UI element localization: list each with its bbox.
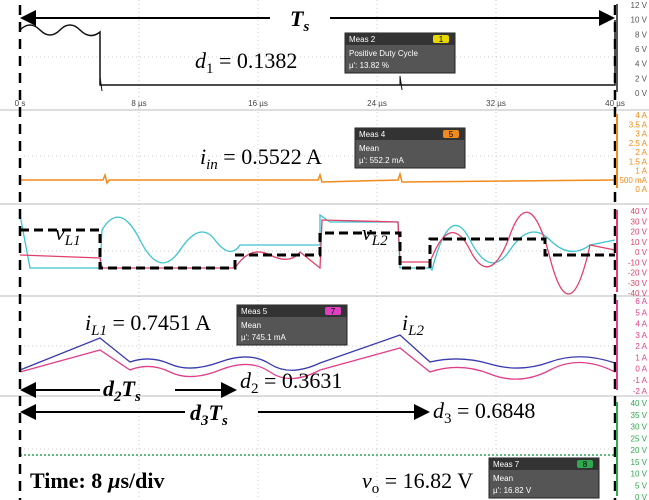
scale-label: 2 A xyxy=(635,342,647,351)
time-tick-label: 0 s xyxy=(15,99,26,108)
measurement-box: Meas 7 8 Mean µ': 16.82 V xyxy=(489,458,599,498)
scale-label: 5 V xyxy=(635,481,648,490)
scale-label: 10 V xyxy=(631,16,648,25)
scale-label: -20 V xyxy=(628,269,648,278)
meas-title: Meas 4 xyxy=(359,130,386,139)
time-tick-label: 16 µs xyxy=(248,99,268,108)
scale-label: 3.5 A xyxy=(629,120,648,129)
time-label: Time: 8 µs/div xyxy=(30,468,165,493)
meas-value: µ': 16.82 V xyxy=(493,486,532,495)
vl-cyan xyxy=(20,215,615,270)
vl-ideal xyxy=(20,230,615,268)
meas-title: Meas 7 xyxy=(493,460,520,469)
scale-label: 0 A xyxy=(635,365,647,374)
time-tick-label: 40 µs xyxy=(605,99,625,108)
scale-label: 0 V xyxy=(635,248,648,257)
meas-title: Meas 5 xyxy=(241,307,268,316)
scale-label: 25 V xyxy=(631,434,648,443)
scale-label: 1.5 A xyxy=(629,157,648,166)
iin-label: iin = 0.5522 A xyxy=(200,144,322,173)
scale-label: -2 A xyxy=(633,387,648,396)
scale-label: 20 V xyxy=(631,446,648,455)
scale-label: 20 V xyxy=(631,228,648,237)
meas-value: µ': 13.82 % xyxy=(349,61,389,70)
d2-label: d2 = 0.3631 xyxy=(240,368,342,397)
measurement-box: Meas 4 5 Mean µ': 552.2 mA xyxy=(355,128,465,168)
scale-label: 3 A xyxy=(635,130,647,139)
time-tick-label: 24 µs xyxy=(367,99,387,108)
scale-label: 6 V xyxy=(635,45,648,54)
d3ts-label: d3Ts xyxy=(190,400,228,429)
meas-value: µ': 745.1 mA xyxy=(241,333,286,342)
scale-label: 10 V xyxy=(631,470,648,479)
measurement-box: Meas 5 7 Mean µ': 745.1 mA xyxy=(237,305,347,345)
meas-label: Mean xyxy=(241,321,261,330)
scale-label: 8 V xyxy=(635,30,648,39)
scale-label: 15 V xyxy=(631,458,648,467)
scope-screenshot: Ts d1 = 0.1382 iin = 0.5522 A vL1 vL2 iL… xyxy=(0,0,649,500)
vl-red xyxy=(20,212,615,294)
scale-label: 4 V xyxy=(635,60,648,69)
time-tick-label: 8 µs xyxy=(131,99,146,108)
scale-label: 10 V xyxy=(631,238,648,247)
measurement-box: Meas 2 1 Positive Duty Cycle µ': 13.82 % xyxy=(345,33,455,73)
scale-label: 500 mA xyxy=(619,176,647,185)
scale-label: 3 A xyxy=(635,331,647,340)
scale-label: 5 A xyxy=(635,308,647,317)
badge-text: 7 xyxy=(331,307,336,316)
meas-title: Meas 2 xyxy=(349,35,376,44)
input-current xyxy=(20,174,615,183)
time-tick-label: 32 µs xyxy=(486,99,506,108)
period-markers xyxy=(20,5,615,500)
scale-label: 2.5 A xyxy=(629,139,648,148)
scale-label: -10 V xyxy=(628,258,648,267)
badge-text: 1 xyxy=(439,35,444,44)
gate-waveform xyxy=(20,20,615,85)
page: Ts d1 = 0.1382 iin = 0.5522 A vL1 vL2 iL… xyxy=(0,0,649,500)
vl2-label: vL2 xyxy=(362,220,388,249)
scale-label: 4 A xyxy=(635,320,647,329)
badge-text: 8 xyxy=(583,460,588,469)
scale-label: 12 V xyxy=(631,1,648,10)
arrows xyxy=(22,18,613,412)
scale-label: -1 A xyxy=(633,376,648,385)
d3-label: d3 = 0.6848 xyxy=(433,398,535,427)
meas-label: Mean xyxy=(359,144,379,153)
scale-label: 6 A xyxy=(635,297,647,306)
badge-text: 5 xyxy=(449,130,454,139)
scale-label: -30 V xyxy=(628,279,648,288)
meas-label: Mean xyxy=(493,474,513,483)
spikes xyxy=(100,76,402,91)
vo-label: vo = 16.82 V xyxy=(362,468,473,497)
scale-label: 1 A xyxy=(635,167,647,176)
d2ts-label: d2Ts xyxy=(103,376,141,405)
panel-borders xyxy=(0,110,649,396)
il1-label: iL1 = 0.7451 A xyxy=(85,310,211,339)
d1-label: d1 = 0.1382 xyxy=(195,48,297,77)
vl1-label: vL1 xyxy=(55,220,81,249)
scale-label: 40 V xyxy=(631,399,648,408)
meas-label: Positive Duty Cycle xyxy=(349,49,418,58)
scale-label: 0 V xyxy=(635,89,648,98)
scale-label: 30 V xyxy=(631,217,648,226)
scale-label: 4 A xyxy=(635,111,647,120)
scale-label: 0 A xyxy=(635,185,647,194)
scale-label: 1 A xyxy=(635,353,647,362)
meas-value: µ': 552.2 mA xyxy=(359,156,404,165)
ts-label: Ts xyxy=(290,6,309,35)
scale-label: 30 V xyxy=(631,423,648,432)
il2-label: iL2 xyxy=(402,310,424,339)
scale-label: 2 A xyxy=(635,148,647,157)
scale-label: 35 V xyxy=(631,411,648,420)
grid xyxy=(20,0,615,500)
scale-label: 2 V xyxy=(635,74,648,83)
scale-label: 0 V xyxy=(635,493,648,500)
scale-label: 40 V xyxy=(631,207,648,216)
